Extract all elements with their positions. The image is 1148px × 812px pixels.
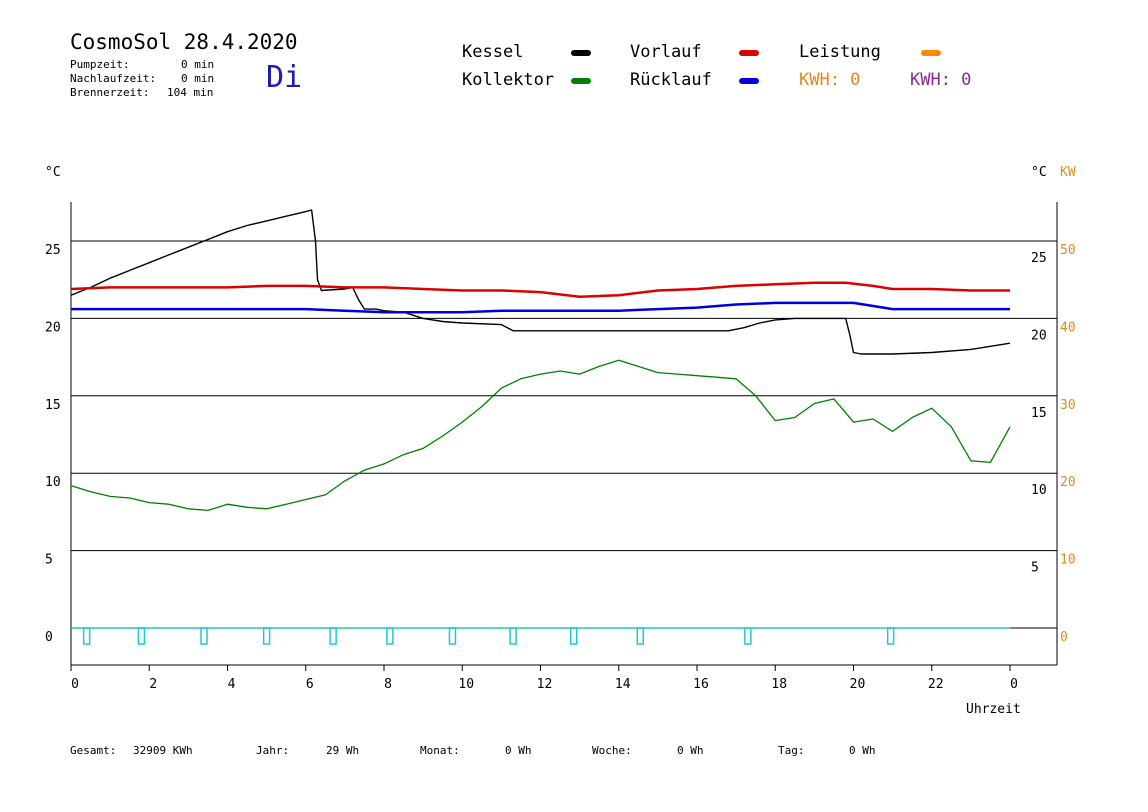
right-axis-kw-unit: KW (1060, 165, 1076, 180)
legend-swatch-kessel (571, 50, 591, 56)
burner-marker-8 (570, 627, 578, 645)
info-label-brennerzeit: Brennerzeit: (70, 86, 150, 99)
burner-marker-0 (82, 627, 91, 645)
legend-label-vorlauf: Vorlauf (630, 42, 702, 62)
footer-value-woche: 0 Wh (677, 744, 704, 757)
x-tick-label-11: 22 (928, 677, 944, 692)
series-line-vorlauf (70, 281, 1010, 298)
left-tick-label-20: 20 (45, 320, 61, 335)
page-title: CosmoSol 28.4.2020 (70, 30, 298, 54)
x-axis-label: Uhrzeit (966, 702, 1021, 717)
burner-marker-10 (744, 627, 752, 645)
burner-marker-1 (137, 627, 146, 645)
footer-value-jahr: 29 Wh (326, 744, 360, 757)
x-tick-label-12: 0 (1010, 677, 1018, 692)
burner-marker-6 (448, 627, 457, 645)
burner-marker-9 (636, 627, 645, 645)
legend-swatch-ruecklauf (739, 78, 759, 84)
legend-swatch-vorlauf (739, 50, 759, 56)
left-axis-unit: °C (45, 165, 61, 180)
x-tick-label-10: 20 (850, 677, 866, 692)
x-tick-label-7: 14 (615, 677, 631, 692)
x-tick-label-3: 6 (306, 677, 314, 692)
left-tick-label-0: 0 (45, 630, 53, 645)
footer-label-gesamt: Gesamt: (70, 744, 117, 757)
right-kw-tick-label-40: 40 (1060, 320, 1076, 335)
left-tick-label-10: 10 (45, 475, 61, 490)
info-label-pumpzeit: Pumpzeit: (70, 58, 130, 71)
burner-marker-2 (200, 627, 208, 645)
left-tick-label-5: 5 (45, 553, 53, 568)
info-value-brennerzeit: 104 min (167, 86, 214, 99)
burner-marker-4 (329, 627, 337, 645)
x-tick-label-9: 18 (771, 677, 787, 692)
burner-marker-5 (386, 627, 394, 645)
series-line-ruecklauf (71, 301, 1010, 314)
right-c-tick-label-20: 20 (1031, 328, 1047, 343)
right-c-tick-label-25: 25 (1031, 251, 1047, 266)
series-line-kessel (70, 209, 1011, 355)
footer-value-gesamt: 32909 KWh (133, 744, 193, 757)
burner-marker-3 (262, 627, 271, 645)
left-tick-label-15: 15 (45, 398, 61, 413)
right-kw-tick-label-10: 10 (1060, 553, 1076, 568)
footer-label-monat: Monat: (420, 744, 460, 757)
kwh-value-2: KWH: 0 (910, 70, 972, 90)
x-tick-label-8: 16 (693, 677, 709, 692)
x-tick-label-2: 4 (228, 677, 236, 692)
x-tick-label-6: 12 (537, 677, 553, 692)
legend-label-leistung: Leistung (799, 42, 881, 62)
weekday-label: Di (266, 60, 303, 95)
right-axis-unit: °C (1031, 165, 1047, 180)
x-tick-label-0: 0 (71, 677, 79, 692)
footer-label-woche: Woche: (592, 744, 632, 757)
right-c-tick-label-10: 10 (1031, 483, 1047, 498)
x-tick-label-5: 10 (458, 677, 474, 692)
footer-label-tag: Tag: (778, 744, 805, 757)
right-c-tick-label-5: 5 (1031, 561, 1039, 576)
left-tick-label-25: 25 (45, 243, 61, 258)
right-kw-tick-label-0: 0 (1060, 630, 1068, 645)
right-c-tick-label-15: 15 (1031, 406, 1047, 421)
info-value-nachlaufzeit: 0 min (181, 72, 215, 85)
kwh-value-1: KWH: 0 (799, 70, 861, 90)
x-tick-label-4: 8 (384, 677, 392, 692)
right-kw-tick-label-50: 50 (1060, 243, 1076, 258)
footer-label-jahr: Jahr: (256, 744, 290, 757)
right-kw-tick-label-30: 30 (1060, 398, 1076, 413)
legend-swatch-kollektor (571, 78, 591, 84)
legend-label-ruecklauf: Rücklauf (630, 70, 712, 90)
footer-value-monat: 0 Wh (505, 744, 532, 757)
x-tick-label-1: 2 (149, 677, 157, 692)
info-label-nachlaufzeit: Nachlaufzeit: (70, 72, 157, 85)
footer-value-tag: 0 Wh (849, 744, 876, 757)
burner-marker-7 (509, 627, 517, 645)
right-kw-tick-label-20: 20 (1060, 475, 1076, 490)
legend-swatch-leistung (921, 50, 941, 56)
info-value-pumpzeit: 0 min (181, 58, 215, 71)
legend-label-kessel: Kessel (462, 42, 524, 62)
burner-marker-11 (886, 627, 895, 645)
legend-label-kollektor: Kollektor (462, 70, 555, 90)
series-line-kollektor (70, 359, 1011, 512)
